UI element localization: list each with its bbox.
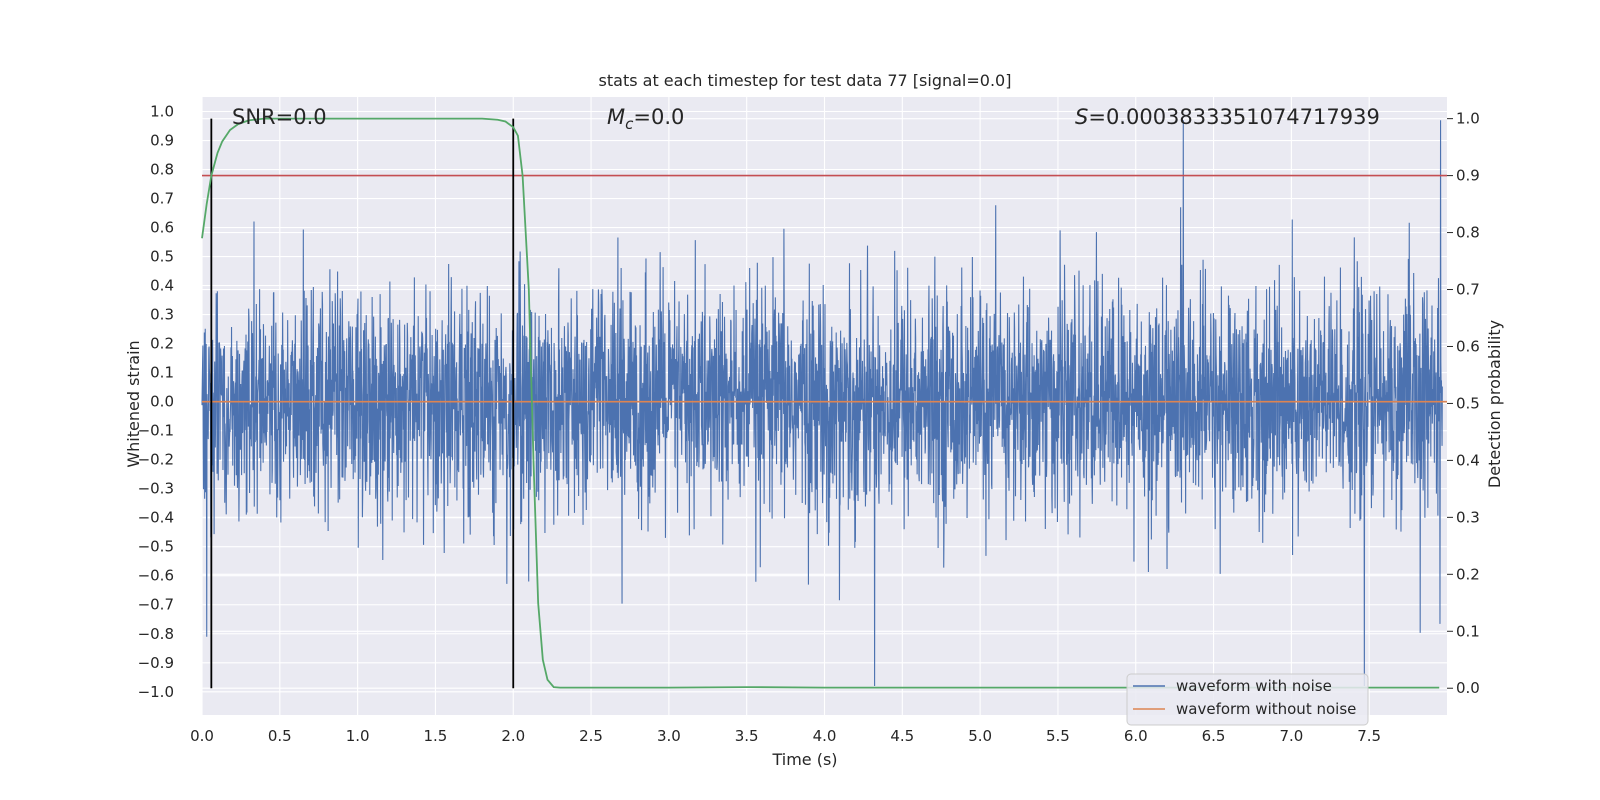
- x-tick-label: 5.5: [1046, 727, 1070, 745]
- y-tick-label-left: 0.9: [150, 132, 174, 150]
- y-tick-label-left: −0.4: [138, 509, 174, 527]
- x-tick-label: 7.0: [1279, 727, 1303, 745]
- x-tick-label: 3.0: [657, 727, 681, 745]
- chart-title: stats at each timestep for test data 77 …: [599, 71, 1012, 90]
- annotation-chirp-mass: Mc=0.0: [607, 105, 684, 133]
- y-tick-label-right: 0.9: [1456, 167, 1480, 185]
- y-tick-label-left: 0.5: [150, 248, 174, 266]
- x-tick-label: 3.5: [735, 727, 759, 745]
- axis-ticks: 0.0 0.5 1.0 1.5 2.0 2.5 3.0 3.5 4.0 4.5 5.0 5.5 6.0 6…: [138, 103, 1480, 745]
- y-tick-label-left: −0.8: [138, 625, 174, 643]
- y-tick-label-right: 0.6: [1456, 337, 1480, 355]
- y-tick-label-left: −0.2: [138, 451, 174, 469]
- y-axis-label-left: Whitened strain: [124, 340, 143, 467]
- y-tick-label-left: 0.2: [150, 335, 174, 353]
- x-tick-label: 6.5: [1202, 727, 1226, 745]
- legend: waveform with noise waveform without noi…: [1126, 673, 1369, 726]
- y-tick-label-left: −0.9: [138, 654, 174, 672]
- x-tick-label: 4.5: [890, 727, 914, 745]
- y-tick-label-left: −0.3: [138, 480, 174, 498]
- y-axis-label-right: Detection probability: [1485, 320, 1504, 488]
- y-tick-label-left: −1.0: [138, 683, 174, 701]
- y-tick-label-left: −0.6: [138, 567, 174, 585]
- y-tick-label-left: −0.1: [138, 422, 174, 440]
- x-tick-label: 5.0: [968, 727, 992, 745]
- series-waveform-with-noise: [201, 120, 1443, 686]
- x-tick-label: 0.5: [268, 727, 292, 745]
- series-line-detection-probability: [201, 117, 1440, 689]
- y-tick-label-right: 0.4: [1456, 451, 1480, 469]
- x-tick-label: 1.0: [346, 727, 370, 745]
- y-tick-label-right: 0.5: [1456, 394, 1480, 412]
- x-tick-label: 4.0: [813, 727, 837, 745]
- y-tick-label-left: 0.3: [150, 306, 174, 324]
- y-tick-label-left: −0.5: [138, 538, 174, 556]
- x-tick-label: 2.5: [579, 727, 603, 745]
- y-tick-label-left: 0.8: [150, 161, 174, 179]
- legend-label-clean: waveform without noise: [1176, 700, 1356, 718]
- y-tick-label-right: 0.2: [1456, 565, 1480, 583]
- x-tick-label: 6.0: [1124, 727, 1148, 745]
- y-tick-label-left: 0.1: [150, 364, 174, 382]
- y-tick-label-right: 0.7: [1456, 281, 1480, 299]
- legend-label-noise: waveform with noise: [1176, 677, 1332, 695]
- x-tick-label: 7.5: [1357, 727, 1381, 745]
- x-axis-label: Time (s): [771, 750, 837, 769]
- x-tick-label: 0.0: [190, 727, 214, 745]
- y-tick-label-left: 0.6: [150, 219, 174, 237]
- x-tick-label: 1.5: [424, 727, 448, 745]
- annotation-score: S=0.0003833351074717939: [1075, 105, 1380, 129]
- y-tick-label-right: 0.0: [1456, 679, 1480, 697]
- y-tick-label-left: 1.0: [150, 103, 174, 121]
- y-tick-label-left: 0.0: [150, 393, 174, 411]
- overlay-lines: [201, 117, 1447, 689]
- series-line-with-noise: [201, 120, 1443, 686]
- y-tick-label-right: 0.8: [1456, 224, 1480, 242]
- y-tick-label-left: 0.7: [150, 190, 174, 208]
- annotation-snr: SNR=0.0: [232, 105, 327, 129]
- y-tick-label-right: 0.3: [1456, 508, 1480, 526]
- x-tick-label: 2.0: [501, 727, 525, 745]
- y-tick-label-left: 0.4: [150, 277, 174, 295]
- y-tick-label-right: 0.1: [1456, 622, 1480, 640]
- y-tick-label-right: 1.0: [1456, 110, 1480, 128]
- y-tick-label-left: −0.7: [138, 596, 174, 614]
